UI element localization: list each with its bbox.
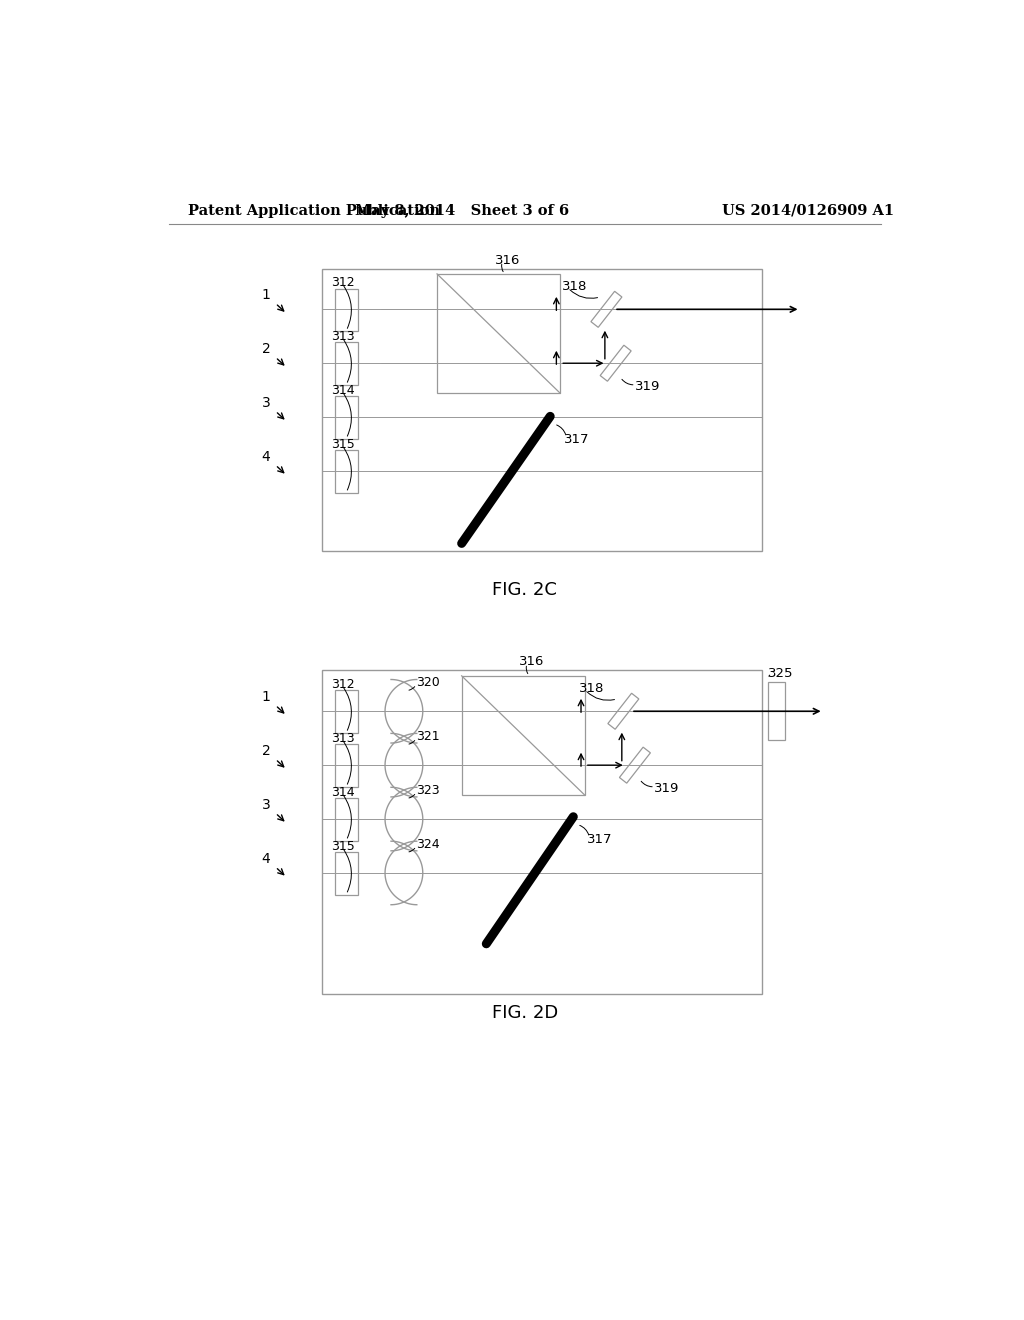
Text: 321: 321 — [416, 730, 440, 743]
Text: 313: 313 — [331, 731, 354, 744]
Bar — [437, 275, 560, 393]
Text: 320: 320 — [416, 676, 440, 689]
Text: 317: 317 — [587, 833, 612, 846]
Text: 4: 4 — [262, 450, 270, 465]
Text: US 2014/0126909 A1: US 2014/0126909 A1 — [722, 203, 894, 218]
Text: 318: 318 — [579, 681, 604, 694]
Text: 324: 324 — [416, 838, 440, 851]
Bar — [335, 289, 357, 331]
Text: FIG. 2C: FIG. 2C — [493, 581, 557, 598]
Text: 319: 319 — [635, 380, 660, 393]
Text: 316: 316 — [495, 253, 520, 267]
Bar — [335, 744, 357, 787]
Bar — [768, 682, 785, 739]
Text: 319: 319 — [654, 781, 680, 795]
Text: 323: 323 — [416, 784, 440, 797]
Text: 317: 317 — [564, 433, 590, 446]
Text: Patent Application Publication: Patent Application Publication — [188, 203, 440, 218]
Bar — [462, 676, 585, 795]
Text: 2: 2 — [262, 744, 270, 758]
Text: 3: 3 — [262, 396, 270, 411]
Text: 318: 318 — [562, 280, 587, 293]
Text: 312: 312 — [331, 276, 354, 289]
Bar — [335, 799, 357, 841]
Text: 2: 2 — [262, 342, 270, 356]
Text: 314: 314 — [331, 785, 354, 799]
Text: FIG. 2D: FIG. 2D — [492, 1005, 558, 1022]
Bar — [335, 853, 357, 895]
Bar — [335, 690, 357, 733]
Text: 1: 1 — [262, 289, 270, 302]
Bar — [335, 450, 357, 492]
Text: 314: 314 — [331, 384, 354, 397]
Text: 4: 4 — [262, 853, 270, 866]
Bar — [322, 268, 762, 552]
Bar — [335, 396, 357, 438]
Text: 315: 315 — [331, 840, 354, 853]
Text: 316: 316 — [519, 656, 545, 668]
Text: 3: 3 — [262, 799, 270, 812]
Bar — [335, 342, 357, 385]
Text: 1: 1 — [262, 690, 270, 705]
Text: 315: 315 — [331, 437, 354, 450]
Text: 313: 313 — [331, 330, 354, 343]
Bar — [322, 671, 762, 994]
Text: 325: 325 — [768, 667, 794, 680]
Text: 312: 312 — [331, 677, 354, 690]
Text: May 8, 2014   Sheet 3 of 6: May 8, 2014 Sheet 3 of 6 — [354, 203, 568, 218]
